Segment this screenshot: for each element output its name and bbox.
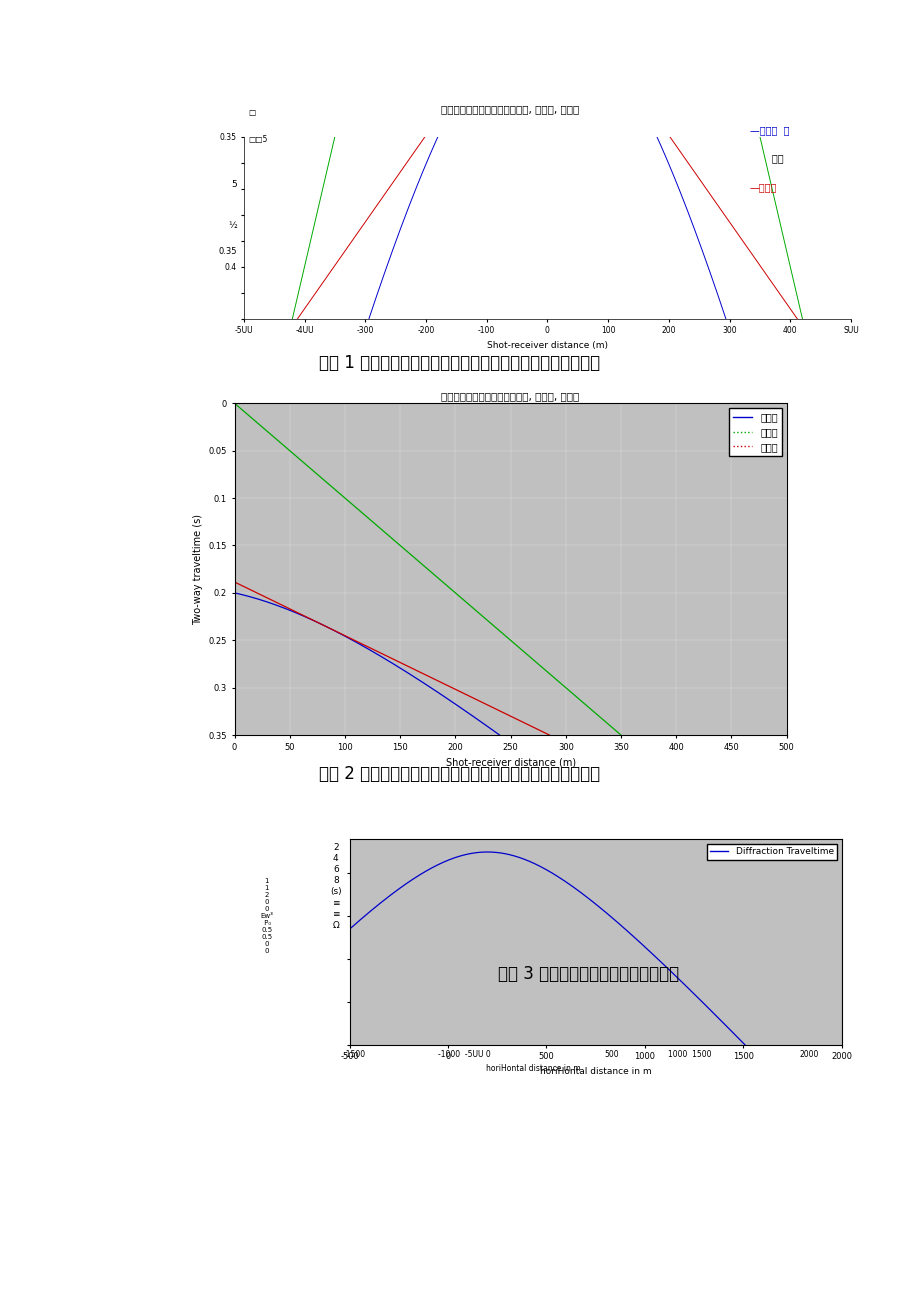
Text: 附图 1 一个水平界面下地震反射波、折射波和直达波时距曲线: 附图 1 一个水平界面下地震反射波、折射波和直达波时距曲线 bbox=[319, 354, 600, 372]
Legend: 反射波, 直达波, 折射波: 反射波, 直达波, 折射波 bbox=[729, 409, 781, 455]
Text: 5: 5 bbox=[232, 180, 237, 189]
X-axis label: horiHontal distance in m: horiHontal distance in m bbox=[539, 1067, 651, 1076]
Y-axis label: Two-way traveltime (s): Two-way traveltime (s) bbox=[193, 514, 203, 624]
Text: ½: ½ bbox=[228, 221, 237, 230]
Text: 附图 2 一个倾斜界面下地震反射波、折射波和直达波时距曲线: 附图 2 一个倾斜界面下地震反射波、折射波和直达波时距曲线 bbox=[319, 765, 600, 783]
Text: 0.35: 0.35 bbox=[219, 247, 237, 256]
Text: □: □ bbox=[248, 108, 255, 117]
Text: —折射波: —折射波 bbox=[749, 182, 777, 193]
Text: 一个水平分界面情况下的直达波, 反射波, 折射波: 一个水平分界面情况下的直达波, 反射波, 折射波 bbox=[441, 104, 579, 114]
X-axis label: Shot-receiver distance (m): Shot-receiver distance (m) bbox=[445, 757, 575, 768]
Text: —反射波  直: —反射波 直 bbox=[749, 125, 789, 135]
Text: 500: 500 bbox=[604, 1050, 618, 1059]
Text: -1500: -1500 bbox=[343, 1050, 365, 1059]
Legend: Diffraction Traveltime: Diffraction Traveltime bbox=[706, 843, 836, 860]
Text: 附图 3 某一绕射点的位置及其时距曲线: 附图 3 某一绕射点的位置及其时距曲线 bbox=[498, 965, 678, 984]
Text: 2
4
6
8
(s)
≡
≡
Ω: 2 4 6 8 (s) ≡ ≡ Ω bbox=[330, 843, 341, 930]
Text: 1
1
2
0
0
Ew³
 P₀
0.5
0.5
0
0: 1 1 2 0 0 Ew³ P₀ 0.5 0.5 0 0 bbox=[260, 878, 273, 954]
Text: 达波: 达波 bbox=[749, 154, 783, 164]
Text: -1000  -5UU 0: -1000 -5UU 0 bbox=[437, 1050, 491, 1059]
Title: 一个倾斜分界面情况下的反射波, 直达波, 折射波: 一个倾斜分界面情况下的反射波, 直达波, 折射波 bbox=[441, 392, 579, 401]
Text: □□5: □□5 bbox=[248, 135, 267, 144]
Text: horiHontal distance in m: horiHontal distance in m bbox=[486, 1064, 580, 1073]
Text: 2000: 2000 bbox=[799, 1050, 819, 1059]
X-axis label: Shot-receiver distance (m): Shot-receiver distance (m) bbox=[486, 341, 607, 350]
Text: 1000  1500: 1000 1500 bbox=[667, 1050, 711, 1059]
